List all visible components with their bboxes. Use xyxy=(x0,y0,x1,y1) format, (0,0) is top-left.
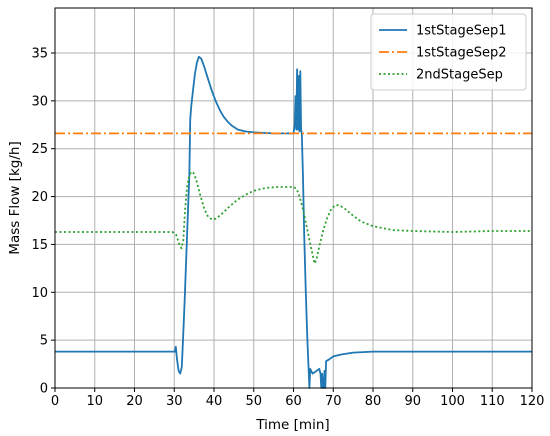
x-tick-label: 30 xyxy=(166,394,183,409)
x-tick-label: 100 xyxy=(440,394,465,409)
x-tick-label: 50 xyxy=(245,394,262,409)
y-tick-label: 15 xyxy=(31,238,48,253)
axis-ticks: 0 10 20 30 40 50 60 70 80 90 100 110 120 0 5 10 15 20 25 30… xyxy=(31,46,544,409)
legend-label: 1stStageSep2 xyxy=(416,46,506,61)
series-line-2ndstagesep xyxy=(55,170,532,265)
series-line-1ststagesep1 xyxy=(55,55,532,389)
y-axis-label: Mass Flow [kg/h] xyxy=(7,141,23,254)
series-lines xyxy=(55,55,532,389)
x-tick-label: 40 xyxy=(206,394,223,409)
legend: 1stStageSep1 1stStageSep2 2ndStageSep xyxy=(370,13,527,91)
x-tick-label: 110 xyxy=(480,394,505,409)
y-tick-label: 5 xyxy=(40,334,48,349)
y-tick-label: 20 xyxy=(31,190,48,205)
x-tick-label: 90 xyxy=(404,394,421,409)
x-tick-label: 60 xyxy=(285,394,302,409)
y-tick-label: 10 xyxy=(31,286,48,301)
y-tick-label: 25 xyxy=(31,142,48,157)
x-tick-label: 0 xyxy=(51,394,59,409)
legend-box xyxy=(370,13,527,91)
y-tick-label: 0 xyxy=(40,382,48,397)
x-tick-label: 20 xyxy=(126,394,143,409)
x-tick-label: 120 xyxy=(520,394,545,409)
y-tick-label: 30 xyxy=(31,94,48,109)
legend-label: 2ndStageSep xyxy=(416,68,503,83)
x-tick-label: 80 xyxy=(365,394,382,409)
x-tick-label: 10 xyxy=(86,394,103,409)
legend-label: 1stStageSep1 xyxy=(416,24,506,39)
y-tick-label: 35 xyxy=(31,46,48,61)
x-tick-label: 70 xyxy=(325,394,342,409)
x-axis-label: Time [min] xyxy=(255,417,329,433)
